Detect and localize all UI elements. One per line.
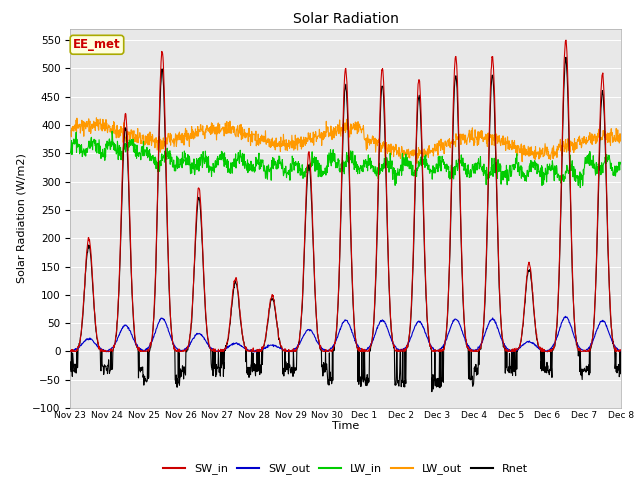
Legend: SW_in, SW_out, LW_in, LW_out, Rnet: SW_in, SW_out, LW_in, LW_out, Rnet xyxy=(159,459,532,479)
Title: Solar Radiation: Solar Radiation xyxy=(292,12,399,26)
Y-axis label: Solar Radiation (W/m2): Solar Radiation (W/m2) xyxy=(17,154,27,283)
X-axis label: Time: Time xyxy=(332,421,359,431)
Text: EE_met: EE_met xyxy=(73,38,121,51)
